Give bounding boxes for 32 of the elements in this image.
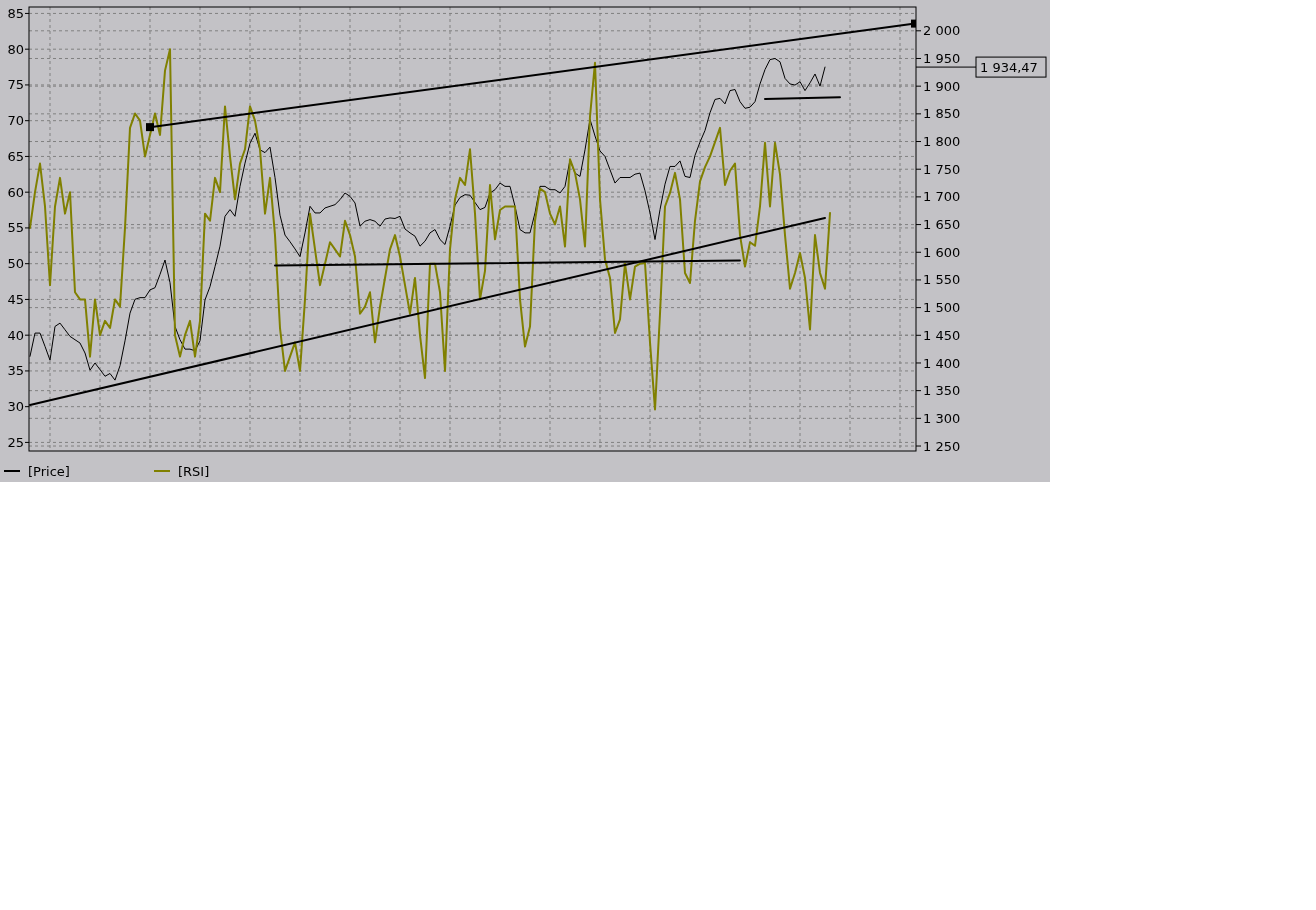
y2-tick-label: 1 400 (923, 355, 961, 371)
y2-tick-label: 1 550 (923, 272, 961, 288)
y-tick-label: 65 (7, 148, 24, 164)
y-tick-label: 25 (7, 434, 24, 450)
y-tick-label: 30 (7, 399, 24, 415)
y2-tick-label: 1 950 (923, 51, 961, 67)
y-tick-label: 40 (7, 327, 24, 343)
y2-tick-label: 1 750 (923, 161, 961, 177)
y-tick-label: 85 (7, 5, 24, 21)
y-tick-label: 80 (7, 41, 24, 57)
y2-tick-label: 1 500 (923, 300, 961, 316)
y2-tick-label: 1 250 (923, 438, 961, 454)
y2-tick-label: 1 800 (923, 134, 961, 150)
y2-tick-label: 1 600 (923, 244, 961, 260)
y2-tick-label: 1 850 (923, 106, 961, 122)
y-tick-label: 75 (7, 77, 24, 93)
legend-label: [Price] (28, 463, 70, 479)
y2-tick-label: 1 450 (923, 327, 961, 343)
y-tick-label: 70 (7, 113, 24, 129)
y-tick-label: 35 (7, 363, 24, 379)
y2-tick-label: 1 900 (923, 78, 961, 94)
y2-tick-label: 1 350 (923, 383, 961, 399)
y-tick-label: 50 (7, 256, 24, 272)
y2-tick-label: 1 300 (923, 410, 961, 426)
text: 1 934,47 (980, 59, 1038, 75)
y-tick-label: 60 (7, 184, 24, 200)
y2-tick-label: 1 700 (923, 189, 961, 205)
legend-label: [RSI] (178, 463, 210, 479)
y-tick-label: 45 (7, 291, 24, 307)
y2-tick-label: 1 650 (923, 217, 961, 233)
y-tick-label: 55 (7, 220, 24, 236)
y2-tick-label: 2 000 (923, 23, 961, 39)
